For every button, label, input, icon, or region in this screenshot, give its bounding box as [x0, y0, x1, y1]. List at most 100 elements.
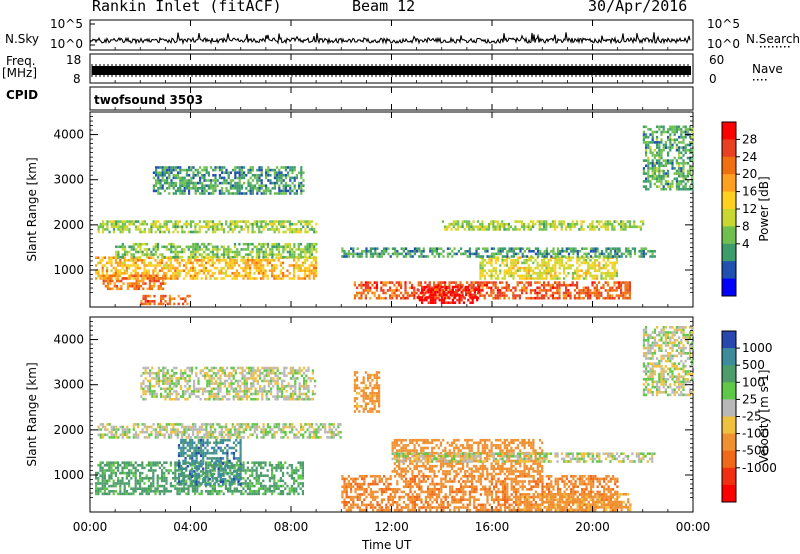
power-cell: [125, 266, 128, 270]
power-cell: [125, 264, 128, 267]
power-cell: [443, 301, 446, 304]
power-cell: [620, 252, 623, 256]
power-cell: [613, 269, 616, 272]
power-cell: [658, 159, 661, 162]
power-cell: [207, 225, 210, 229]
power-cell: [594, 252, 597, 256]
power-cell: [189, 220, 193, 223]
velocity-cell: [257, 482, 260, 485]
power-cell: [128, 220, 131, 223]
power-cell: [419, 283, 422, 287]
power-cell: [200, 261, 203, 265]
power-cell: [113, 274, 116, 278]
velocity-cell: [150, 469, 153, 472]
power-cell: [218, 166, 221, 169]
power-cell: [293, 250, 296, 254]
power-cell: [380, 296, 383, 300]
power-cell: [265, 174, 268, 177]
power-cell: [457, 250, 460, 253]
power-cell: [271, 269, 274, 272]
velocity-cell: [196, 461, 199, 464]
power-cell: [671, 180, 674, 183]
power-cell: [276, 192, 279, 195]
velocity-cell: [139, 492, 142, 496]
power-cell: [97, 228, 100, 231]
power-cell: [517, 247, 520, 250]
power-cell: [284, 176, 287, 180]
power-cell: [406, 291, 409, 295]
power-cell: [569, 259, 572, 262]
power-cell: [589, 250, 593, 253]
power-cell: [196, 248, 199, 251]
power-cell: [689, 167, 692, 170]
power-cell: [435, 250, 438, 253]
power-cell: [449, 252, 452, 256]
velocity-cell: [195, 459, 198, 463]
velocity-cell: [199, 459, 203, 463]
velocity-cell: [125, 461, 128, 464]
power-cell: [488, 261, 491, 265]
power-cell: [656, 141, 659, 144]
power-cell: [137, 284, 140, 288]
power-cell: [169, 264, 172, 267]
power-cell: [269, 168, 272, 172]
power-cell: [156, 220, 160, 223]
power-cell: [451, 298, 454, 302]
power-cell: [196, 250, 199, 254]
velocity-cell: [141, 479, 144, 483]
power-cell: [499, 272, 502, 275]
power-cell: [139, 266, 142, 270]
power-cell: [242, 228, 245, 231]
velocity-cell: [108, 479, 111, 483]
power-cell: [516, 220, 519, 223]
power-cell: [481, 259, 484, 262]
velocity-cell: [297, 484, 300, 488]
power-cell: [689, 172, 692, 175]
velocity-cell: [235, 487, 238, 490]
power-cell: [375, 296, 378, 300]
power-cell: [618, 250, 621, 253]
power-cell: [190, 187, 193, 190]
power-cell: [106, 261, 109, 265]
velocity-cell: [97, 471, 100, 475]
power-cell: [447, 285, 450, 289]
velocity-cell: [230, 446, 233, 450]
power-cell: [543, 228, 546, 231]
velocity-cell: [185, 492, 188, 496]
power-cell: [563, 250, 566, 253]
velocity-cell: [260, 474, 263, 477]
power-cell: [609, 255, 612, 258]
power-cell: [176, 277, 179, 280]
power-cell: [218, 168, 221, 172]
power-cell: [664, 143, 667, 147]
power-cell: [471, 296, 474, 299]
power-cell: [609, 222, 612, 226]
velocity-cell: [191, 467, 194, 471]
power-cell: [104, 277, 107, 280]
velocity-cell: [180, 490, 183, 493]
nave-legend-dot: [753, 79, 755, 81]
power-cell: [464, 252, 467, 256]
power-cell: [279, 264, 282, 267]
power-cell: [606, 222, 609, 226]
velocity-cell: [271, 464, 274, 467]
velocity-cell: [224, 438, 227, 442]
power-cell: [660, 141, 663, 144]
power-cell: [260, 264, 263, 267]
power-cell: [170, 250, 173, 254]
velocity-cell: [174, 474, 177, 477]
power-cell: [166, 187, 169, 190]
power-cell: [519, 250, 522, 253]
power-cell: [227, 248, 230, 251]
power-cell: [642, 133, 645, 136]
velocity-cell: [244, 482, 247, 485]
power-cell: [174, 277, 177, 280]
power-cell: [145, 255, 149, 259]
power-cell: [235, 274, 238, 278]
power-cell: [284, 166, 287, 169]
velocity-cell: [202, 470, 205, 473]
power-cell: [516, 256, 519, 259]
power-cell: [613, 225, 616, 229]
power-cell: [656, 130, 659, 134]
power-cell: [651, 159, 654, 162]
